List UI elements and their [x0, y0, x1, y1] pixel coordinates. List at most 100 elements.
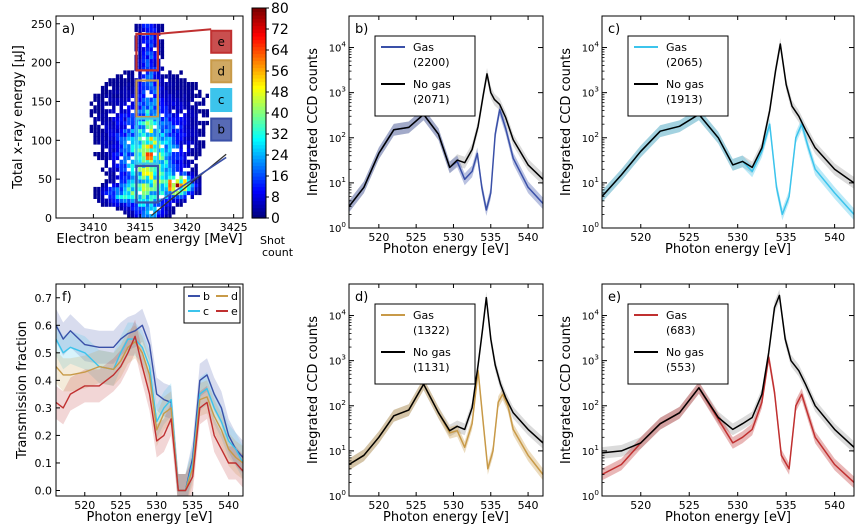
- f-frame: [55, 283, 244, 497]
- a-heatmap-cell: [97, 198, 101, 203]
- colorbar-segment: [252, 71, 266, 76]
- a-heatmap-cell: [175, 132, 180, 137]
- a-heatmap-cell: [104, 152, 108, 157]
- e-legend-box: [627, 303, 729, 385]
- a-heatmap-cell: [130, 210, 135, 215]
- colorbar-tick-label: 72: [271, 22, 289, 38]
- a-heatmap-cell: [112, 186, 116, 192]
- a-heatmap-cell: [168, 120, 172, 126]
- a-heatmap-cell: [153, 51, 157, 56]
- c-legend-box: [627, 35, 729, 117]
- a-heatmap-cell: [100, 93, 105, 98]
- a-heatmap-cell: [89, 109, 94, 114]
- a-heatmap-cell: [179, 78, 183, 83]
- a-heatmap-cell: [160, 124, 165, 130]
- a-heatmap-cell: [168, 117, 172, 122]
- a-heatmap-cell: [145, 140, 150, 145]
- a-heatmap-cell: [153, 39, 157, 44]
- a-heatmap-cell: [160, 159, 165, 164]
- a-heatmap-cell: [130, 163, 135, 168]
- f-xtick-label: 530: [146, 499, 167, 512]
- a-heatmap-cell: [179, 97, 183, 102]
- a-heatmap-cell: [115, 190, 120, 196]
- a-heatmap-cell: [108, 155, 112, 161]
- a-heatmap-cell: [153, 82, 157, 87]
- a-heatmap-cell: [179, 183, 183, 188]
- a-heatmap-cell: [104, 179, 108, 184]
- a-heatmap-cell: [123, 144, 127, 149]
- a-heatmap-cell: [130, 113, 135, 118]
- a-heatmap-cell: [130, 194, 135, 199]
- a-heatmap-cell: [112, 93, 116, 98]
- colorbar-segment: [252, 127, 266, 132]
- a-heatmap-cell: [179, 202, 183, 207]
- a-heatmap-cell: [127, 163, 131, 168]
- a-heatmap-cell: [145, 198, 150, 203]
- e-ytick-label: 104: [582, 308, 600, 323]
- a-heatmap-cell: [119, 167, 123, 172]
- colorbar-segment: [252, 141, 266, 146]
- a-heatmap-cell: [100, 101, 105, 106]
- a-heatmap-cell: [186, 140, 191, 145]
- a-heatmap-cell: [198, 190, 202, 196]
- a-heatmap-cell: [100, 109, 105, 114]
- a-heatmap-cell: [168, 194, 172, 199]
- a-heatmap-cell: [164, 101, 168, 106]
- a-heatmap-cell: [97, 152, 101, 157]
- a-heatmap-cell: [108, 82, 112, 87]
- a-heatmap-cell: [149, 214, 153, 219]
- a-heatmap-cell: [130, 206, 135, 211]
- a-heatmap-cell: [123, 163, 127, 168]
- a-heatmap-cell: [119, 179, 123, 184]
- a-heatmap-cell: [153, 136, 157, 141]
- a-heatmap-cell: [145, 190, 150, 196]
- a-heatmap-cell: [100, 136, 105, 141]
- f-ytick-label: 0.5: [35, 347, 53, 360]
- a-heatmap-cell: [168, 140, 172, 145]
- a-heatmap-cell: [145, 194, 150, 199]
- a-heatmap-cell: [194, 144, 198, 149]
- a-heatmap-cell: [190, 124, 194, 130]
- a-heatmap-cell: [123, 148, 127, 153]
- a-heatmap-cell: [149, 109, 153, 114]
- a-heatmap-cell: [123, 85, 127, 91]
- a-heatmap-cell: [123, 120, 127, 126]
- a-heatmap-cell: [112, 148, 116, 153]
- a-heatmap-cell: [179, 159, 183, 164]
- a-heatmap-cell: [104, 183, 108, 188]
- a-heatmap-cell: [168, 89, 172, 95]
- a-heatmap-cell: [127, 198, 131, 203]
- a-heatmap-cell: [108, 132, 112, 137]
- a-heatmap-cell: [168, 136, 172, 141]
- a-heatmap-cell: [149, 120, 153, 126]
- a-heatmap-cell: [119, 105, 123, 110]
- d-xtick-label: 525: [406, 499, 427, 512]
- a-heatmap-cell: [153, 74, 157, 79]
- a-heatmap-cell: [100, 97, 105, 102]
- a-heatmap-cell: [164, 109, 168, 114]
- a-heatmap-cell: [183, 97, 187, 102]
- a-ytick-label: 200: [31, 57, 52, 70]
- a-heatmap-cell: [104, 202, 108, 207]
- a-heatmap-cell: [153, 183, 157, 188]
- f-panel-label: f): [62, 290, 72, 305]
- e-xtick-label: 520: [630, 499, 651, 512]
- colorbar-segment: [252, 207, 266, 212]
- a-heatmap-cell: [171, 159, 176, 164]
- a-heatmap-cell: [164, 113, 168, 118]
- a-heatmap-cell: [138, 194, 142, 199]
- a-heatmap-cell: [145, 202, 150, 207]
- a-heatmap-cell: [164, 89, 168, 95]
- a-heatmap-cell: [190, 120, 194, 126]
- f-xtick-label: 540: [218, 499, 239, 512]
- a-heatmap-cell: [115, 167, 120, 172]
- a-heatmap-cell: [123, 183, 127, 188]
- a-xtick-label: 3425: [220, 221, 248, 234]
- a-heatmap-cell: [145, 43, 150, 48]
- a-ytick-label: 0: [45, 212, 52, 225]
- a-heatmap-cell: [108, 117, 112, 122]
- a-heatmap-cell: [142, 167, 146, 172]
- a-heatmap-cell: [183, 198, 187, 203]
- a-heatmap-cell: [145, 51, 150, 56]
- a-heatmap-cell: [93, 152, 97, 157]
